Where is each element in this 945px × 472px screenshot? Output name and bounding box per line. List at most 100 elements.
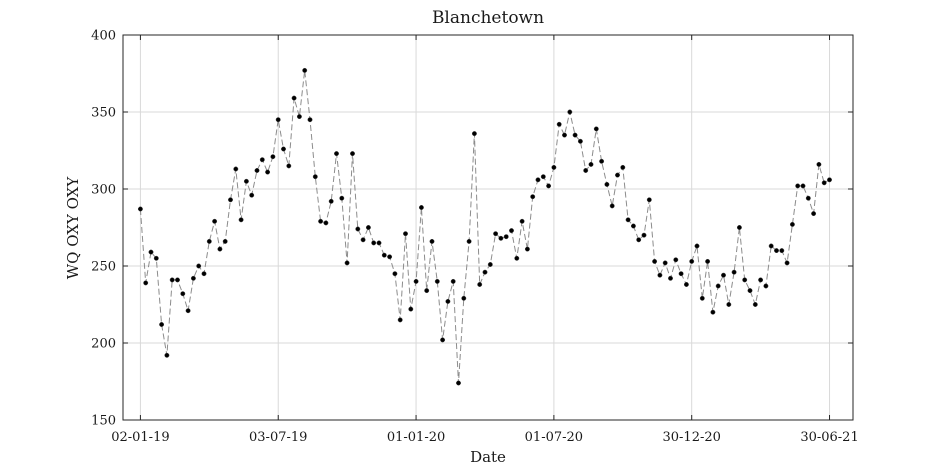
data-point (424, 288, 430, 294)
data-point (482, 269, 488, 275)
plot-frame (122, 34, 854, 421)
data-point (254, 168, 260, 173)
axis-ticks (123, 34, 853, 421)
data-point (800, 183, 806, 189)
data-point (413, 278, 419, 284)
data-point (503, 234, 509, 240)
data-point (180, 291, 186, 297)
data-point (440, 337, 446, 343)
x-tick-label: 02-01-19 (111, 430, 169, 445)
data-point (169, 277, 175, 283)
data-point (721, 272, 726, 278)
data-point (816, 161, 822, 167)
data-point (498, 235, 504, 241)
data-point (408, 306, 414, 312)
x-tick-label: 01-01-20 (387, 430, 445, 445)
data-point (615, 172, 620, 178)
data-point (599, 158, 605, 164)
data-point (212, 218, 218, 224)
data-point (493, 231, 499, 237)
data-point (243, 178, 249, 184)
data-point (196, 263, 202, 269)
data-point (148, 249, 154, 255)
data-point (551, 164, 557, 170)
x-tick-label: 03-07-19 (249, 430, 307, 445)
x-tick-label: 30-06-21 (800, 430, 858, 445)
data-point (524, 246, 530, 252)
y-axis-label: WQ OXY OXY (64, 176, 82, 280)
data-point (768, 243, 774, 249)
data-point (376, 240, 382, 246)
data-point (201, 271, 207, 277)
data-point (784, 260, 790, 266)
data-point (461, 295, 467, 301)
data-point (286, 163, 292, 169)
data-point (736, 225, 742, 230)
data-point (577, 138, 583, 144)
series-line (139, 70, 830, 384)
data-point (275, 117, 281, 123)
data-point (641, 232, 647, 238)
data-point (477, 282, 483, 287)
data-point (471, 131, 477, 137)
data-point (265, 169, 271, 175)
data-point (646, 197, 652, 203)
data-point (281, 146, 286, 152)
data-point (445, 298, 451, 304)
data-point (355, 226, 361, 232)
x-tick-label: 01-07-20 (525, 430, 583, 445)
data-point (403, 231, 408, 237)
data-point (143, 280, 149, 286)
data-point (206, 238, 212, 244)
data-point (307, 117, 313, 123)
data-point (296, 114, 302, 120)
data-point (392, 271, 398, 277)
data-point (228, 197, 233, 203)
y-tick-label: 250 (91, 260, 116, 275)
data-point (418, 205, 424, 210)
data-point (217, 246, 223, 252)
data-point (175, 277, 180, 283)
data-point (636, 237, 642, 243)
y-tick-label: 150 (91, 414, 116, 429)
data-point (789, 221, 795, 227)
data-point (360, 237, 366, 243)
data-point (811, 211, 817, 217)
data-point (328, 198, 334, 204)
data-point (673, 257, 679, 263)
data-point (291, 95, 297, 101)
data-point (583, 168, 589, 173)
data-point (164, 352, 170, 358)
data-point (652, 258, 658, 264)
data-point (694, 243, 700, 249)
data-point (668, 275, 673, 281)
data-point (434, 278, 440, 284)
data-point (731, 269, 737, 275)
data-point (249, 192, 255, 198)
data-point (630, 223, 636, 229)
data-point (509, 228, 514, 234)
data-point (572, 132, 578, 138)
data-point (519, 218, 525, 224)
x-tick-labels: 02-01-19 03-07-19 01-01-20 01-07-20 30-12-20… (111, 430, 859, 445)
data-point (190, 275, 196, 281)
data-point (705, 258, 711, 264)
data-point (710, 309, 716, 315)
data-point (387, 254, 393, 260)
data-point (365, 225, 371, 230)
data-point (763, 283, 769, 289)
x-axis-label: Date (470, 448, 506, 466)
data-point (318, 218, 324, 224)
data-point (609, 203, 615, 209)
data-point (312, 174, 318, 180)
data-point (159, 322, 165, 327)
data-point (683, 282, 689, 287)
y-tick-label: 300 (91, 183, 116, 198)
data-point (546, 183, 552, 189)
data-point (588, 161, 594, 167)
y-tick-labels: 150 200 250 300 350 400 (91, 29, 116, 429)
y-tick-label: 400 (91, 29, 116, 44)
data-point (795, 183, 801, 189)
data-point (270, 154, 276, 160)
